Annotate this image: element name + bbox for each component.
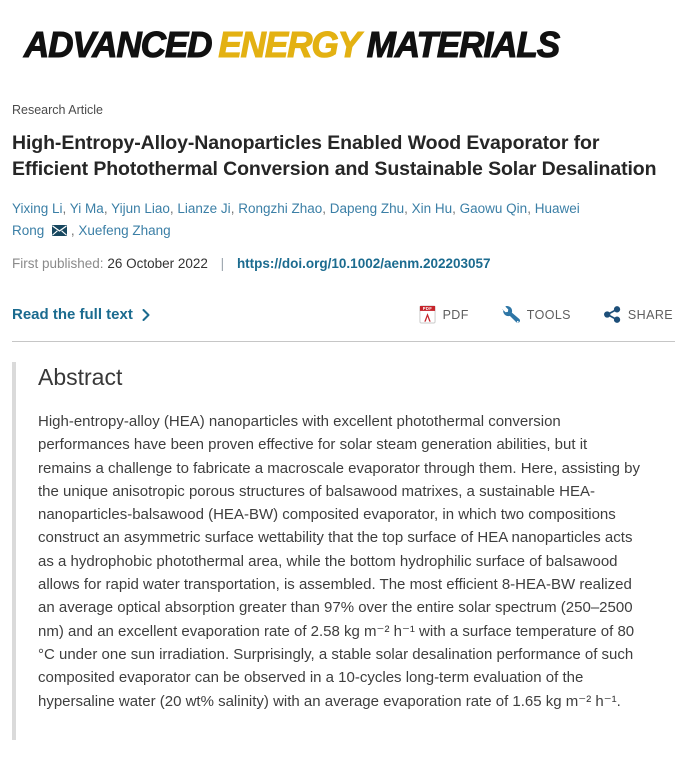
publication-info: First published: 26 October 2022 | https… [12, 256, 675, 271]
author-separator: , [103, 201, 112, 216]
author-separator: , [62, 201, 70, 216]
author-separator: , [452, 201, 460, 216]
author-link[interactable]: Huawei Rong [12, 201, 580, 238]
author-separator: , [70, 223, 79, 238]
first-published-label: First published: [12, 256, 104, 271]
tools-button[interactable]: TOOLS [501, 305, 571, 324]
author-link[interactable]: Lianze Ji [177, 201, 231, 216]
abstract-section: Abstract High-entropy-alloy (HEA) nanopa… [12, 362, 675, 740]
journal-logo-materials: MATERIALS [366, 23, 560, 65]
read-full-text-label: Read the full text [12, 306, 133, 323]
pdf-button-label: PDF [442, 307, 469, 322]
tools-button-label: TOOLS [526, 307, 571, 322]
wrench-icon [501, 305, 520, 324]
pdf-file-icon: PDF [419, 305, 436, 324]
read-full-text-link[interactable]: Read the full text [12, 306, 150, 323]
article-type-label: Research Article [12, 103, 104, 117]
author-link[interactable]: Yixing Li [12, 201, 63, 216]
author-link[interactable]: Gaowu Qin [459, 201, 528, 216]
article-toolbar: PDF PDF TOOLS [419, 305, 675, 324]
journal-logo-advanced: ADVANCED [23, 23, 213, 65]
journal-logo[interactable]: ADVANCED ENERGY MATERIALS [23, 23, 560, 66]
author-link[interactable]: Yi Ma [69, 201, 104, 216]
pdf-button[interactable]: PDF PDF [419, 305, 469, 324]
author-link[interactable]: Yijun Liao [111, 201, 170, 216]
share-button[interactable]: SHARE [603, 306, 673, 323]
authors-list: Yixing Li, Yi Ma, Yijun Liao, Lianze Ji,… [12, 198, 612, 243]
author-link[interactable]: Xin Hu [411, 201, 453, 216]
divider [12, 341, 675, 342]
svg-text:PDF: PDF [422, 306, 432, 311]
share-button-label: SHARE [627, 307, 673, 322]
envelope-icon[interactable] [52, 221, 68, 243]
chevron-right-icon [142, 308, 150, 321]
abstract-body: High-entropy-alloy (HEA) nanoparticles w… [38, 413, 640, 710]
author-separator: , [230, 201, 239, 216]
abstract-heading: Abstract [38, 364, 123, 390]
journal-logo-energy: ENERGY [218, 23, 362, 65]
author-link[interactable]: Dapeng Zhu [329, 201, 405, 216]
article-title: High-Entropy-Alloy-Nanoparticles Enabled… [12, 132, 657, 180]
actions-row: Read the full text PDF PDF [12, 305, 675, 324]
journal-banner: ADVANCED ENERGY MATERIALS [0, 0, 691, 66]
doi-link[interactable]: https://doi.org/10.1002/aenm.202203057 [236, 256, 491, 271]
article-content: Research Article High-Entropy-Alloy-Nano… [0, 103, 691, 740]
author-separator: , [404, 201, 412, 216]
pub-separator: | [220, 256, 225, 271]
share-nodes-icon [603, 306, 621, 323]
author-link[interactable]: Rongzhi Zhao [238, 201, 323, 216]
author-separator: , [169, 201, 178, 216]
first-published-date: 26 October 2022 [107, 256, 208, 271]
author-link[interactable]: Xuefeng Zhang [78, 223, 171, 238]
author-separator: , [322, 201, 330, 216]
author-separator: , [527, 201, 535, 216]
